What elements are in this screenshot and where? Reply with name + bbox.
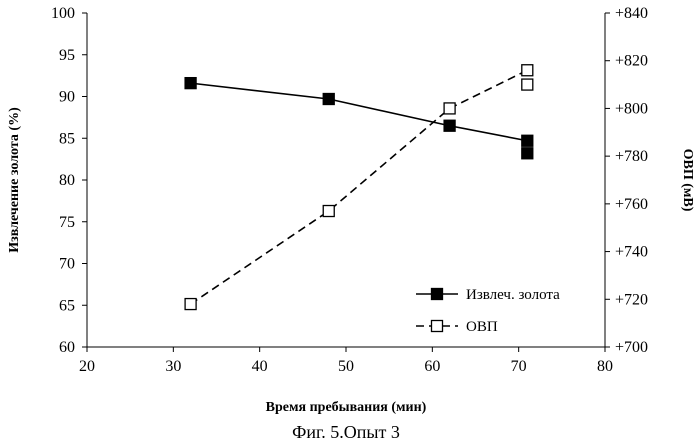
data-point-filled-square [323, 94, 334, 105]
x-axis-title: Время пребывания (мин) [266, 400, 427, 415]
chart-legend: Извлеч. золота ОВП [416, 287, 560, 335]
y-left-tick-label: 75 [59, 214, 75, 231]
data-point-filled-square [522, 135, 533, 146]
y-right-tick-label: +740 [615, 244, 648, 261]
data-point-open-square [185, 299, 196, 310]
x-tick-label: 80 [597, 358, 613, 375]
y-left-tick-label: 70 [59, 256, 75, 273]
y-left-tick-label: 60 [59, 339, 75, 356]
data-point-open-square [432, 321, 443, 332]
y-right-tick-label: +720 [615, 291, 648, 308]
y-right-tick-label: +780 [615, 148, 648, 165]
chart-ticks: 20 30 40 50 60 70 80 60 65 70 75 80 85 90 95 100 +700 +72… [51, 5, 648, 375]
y-left-tick-label: 95 [59, 47, 75, 64]
y-axis-left-title: Извлечение золота (%) [7, 107, 22, 253]
data-point-filled-square [522, 148, 533, 159]
y-right-tick-label: +760 [615, 196, 648, 213]
data-point-open-square [522, 79, 533, 90]
data-point-filled-square [432, 289, 443, 300]
figure-caption: Фиг. 5.Опыт 3 [292, 422, 400, 442]
y-right-tick-label: +700 [615, 339, 648, 356]
legend-label: Извлеч. золота [466, 287, 560, 303]
y-right-tick-label: +800 [615, 100, 648, 117]
y-right-tick-label: +820 [615, 53, 648, 70]
data-point-filled-square [185, 78, 196, 89]
x-tick-label: 70 [511, 358, 527, 375]
series-line-1 [191, 83, 528, 141]
data-point-filled-square [444, 120, 455, 131]
y-right-tick-label: +840 [615, 5, 648, 22]
x-tick-label: 20 [79, 358, 95, 375]
y-left-tick-label: 80 [59, 172, 75, 189]
x-tick-label: 60 [424, 358, 440, 375]
x-tick-label: 40 [252, 358, 268, 375]
data-point-open-square [522, 65, 533, 76]
x-tick-label: 30 [165, 358, 181, 375]
y-left-tick-label: 100 [51, 5, 75, 22]
data-point-open-square [323, 206, 334, 217]
legend-label: ОВП [466, 319, 498, 335]
y-axis-right-title: ОВП (мВ) [680, 149, 695, 212]
y-left-tick-label: 65 [59, 297, 75, 314]
y-left-tick-label: 90 [59, 89, 75, 106]
chart-series [185, 65, 533, 310]
x-tick-label: 50 [338, 358, 354, 375]
y-left-tick-label: 85 [59, 130, 75, 147]
data-point-open-square [444, 103, 455, 114]
